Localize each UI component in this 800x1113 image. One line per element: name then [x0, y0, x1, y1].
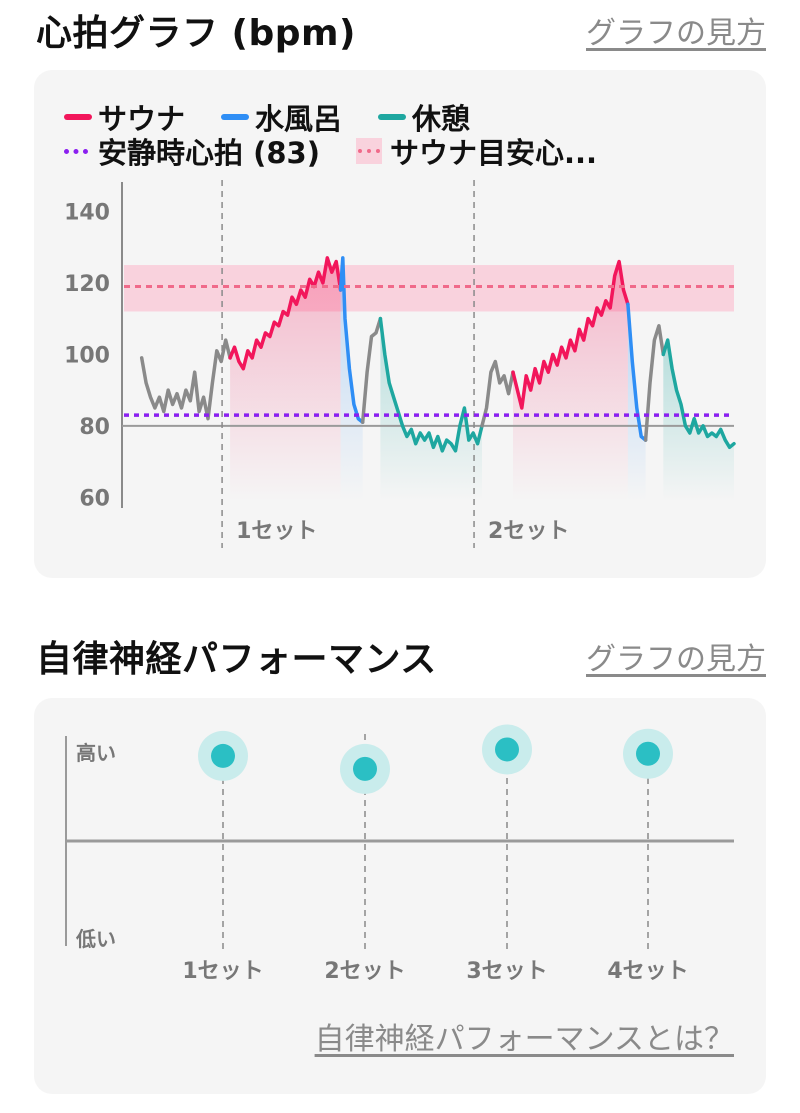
ans-point-2	[353, 756, 377, 781]
hr-series-sauna-1	[228, 256, 343, 371]
ans-category-label-3: 3セット	[466, 959, 547, 984]
hr-y-tick-label: 140	[64, 200, 110, 225]
legend-item-sauna: サウナ	[64, 96, 185, 138]
legend-swatch-rest	[378, 114, 407, 120]
hr-section-header: 心拍グラフ (bpm) グラフの見方	[36, 6, 766, 54]
hr-series-sauna-6	[511, 259, 630, 410]
hr-chart: 1セット 2セット 60 80 100 120 140	[64, 180, 736, 548]
hr-series-rest-9	[661, 338, 736, 450]
hr-y-tick-label: 80	[79, 415, 110, 440]
hr-fill-sauna	[230, 257, 341, 501]
ans-category-label-2: 2セット	[324, 959, 405, 984]
hr-fill-rest	[380, 318, 482, 501]
legend-item-rest: 休憩	[378, 96, 470, 138]
legend-label-rest: 休憩	[412, 102, 471, 136]
hr-y-tick-label: 60	[79, 486, 110, 511]
hr-y-tick-label: 120	[64, 272, 110, 297]
legend-label-resting-hr: 安静時心拍 (83)	[98, 136, 320, 170]
legend-label-cold-bath: 水風呂	[255, 102, 343, 136]
hr-series-other-8	[643, 324, 666, 442]
hr-series-rest-4	[378, 316, 484, 453]
hr-series-other-0	[139, 338, 232, 421]
legend-item-cold-bath: 水風呂	[221, 96, 342, 138]
ans-category-label-1: 1セット	[182, 959, 263, 984]
set-marker-label-1: 1セット	[236, 519, 317, 544]
set-marker-label-2: 2セット	[488, 519, 569, 544]
hr-chart-card: サウナ 水風呂 休憩 安静時心拍 (83) サウナ目安心...	[34, 70, 766, 578]
legend-swatch-resting-hr	[64, 148, 88, 154]
hr-fill-rest	[663, 340, 734, 501]
ans-point-3	[495, 737, 519, 762]
ans-category-label-4: 4セット	[607, 959, 688, 984]
legend-swatch-sauna-target	[355, 138, 382, 164]
legend-swatch-cold-bath	[221, 114, 250, 120]
ans-y-label-high: 高い	[76, 741, 116, 765]
ans-section-title: 自律神経パフォーマンス	[36, 639, 437, 680]
hr-section-title: 心拍グラフ (bpm)	[36, 13, 356, 54]
hr-series-other-3	[360, 316, 383, 424]
ans-chart-card: 高い低い 1セット 2セット 3セット 4セット 自律神経パフォーマンスとは？	[34, 698, 766, 1094]
hr-fill-sauna	[513, 261, 628, 501]
legend-label-sauna: サウナ	[98, 102, 186, 136]
legend-label-sauna-target: サウナ目安心...	[389, 136, 598, 170]
ans-about-link[interactable]: 自律神経パフォーマンスとは？	[314, 1022, 734, 1057]
hr-howto-link[interactable]: グラフの見方	[586, 16, 766, 51]
ans-section-header: 自律神経パフォーマンス グラフの見方	[36, 632, 766, 680]
ans-point-4	[636, 741, 660, 766]
legend-item-sauna-target: サウナ目安心...	[355, 130, 598, 172]
ans-howto-link[interactable]: グラフの見方	[586, 642, 766, 677]
ans-point-1	[211, 743, 235, 768]
hr-series-other-5	[480, 359, 515, 428]
hr-legend: サウナ 水風呂 休憩 安静時心拍 (83) サウナ目安心...	[64, 100, 754, 170]
hr-fill-cold_bath	[340, 257, 363, 501]
sauna-target-band	[124, 265, 734, 312]
hr-y-tick-label: 100	[64, 343, 110, 368]
hr-series-cold_bath-2	[338, 256, 365, 424]
ans-y-label-low: 低い	[75, 927, 116, 951]
hr-series-cold_bath-7	[626, 302, 648, 442]
hr-fill-cold_bath	[627, 304, 646, 501]
legend-item-resting-hr: 安静時心拍 (83)	[64, 130, 320, 172]
legend-swatch-sauna	[64, 114, 92, 120]
